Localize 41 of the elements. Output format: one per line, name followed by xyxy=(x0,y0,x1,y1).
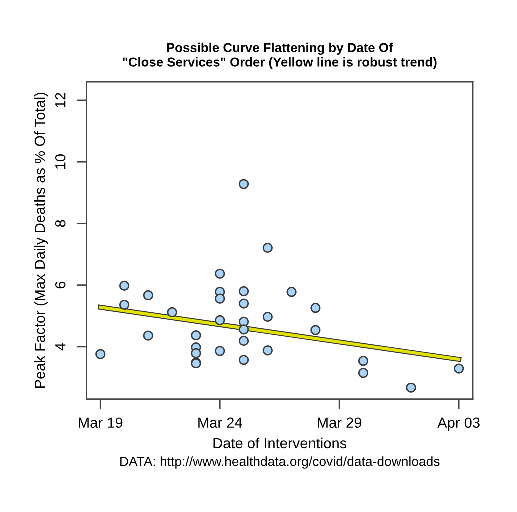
point xyxy=(215,268,226,280)
x-axis-title: Date of Interventions xyxy=(214,438,347,449)
point xyxy=(143,330,154,341)
point xyxy=(238,355,250,366)
y-axis-title: Peak Factor (Max Daily Deaths as % Of Total) xyxy=(34,92,48,388)
point xyxy=(238,324,250,335)
x-tick-label: Apr 03 xyxy=(438,418,480,431)
y-tick-label: 8 xyxy=(55,220,66,228)
point xyxy=(358,356,369,366)
x-tick-label: Mar 29 xyxy=(318,418,362,428)
point xyxy=(215,294,226,304)
point xyxy=(310,325,321,336)
point xyxy=(238,336,250,346)
point xyxy=(191,348,202,358)
point xyxy=(238,286,250,297)
point xyxy=(262,346,273,356)
point xyxy=(310,303,321,314)
point xyxy=(238,179,250,190)
y-tick-label: 10 xyxy=(55,154,66,170)
point xyxy=(119,300,130,310)
point xyxy=(286,287,297,298)
point xyxy=(167,307,178,318)
chart-title: Possible Curve Flattening by Date Of "Close Services" Order (Yellow line is robust trend) xyxy=(123,42,437,70)
point xyxy=(406,382,416,393)
point xyxy=(262,312,273,322)
point xyxy=(454,364,464,374)
point xyxy=(191,330,202,341)
point xyxy=(215,315,226,326)
point xyxy=(143,290,154,301)
x-tick-label: Mar 19 xyxy=(79,418,123,428)
point xyxy=(238,298,250,309)
point xyxy=(262,242,273,254)
x-tick-label: Mar 24 xyxy=(198,418,242,428)
point xyxy=(215,346,226,356)
y-tick-label: 12 xyxy=(55,93,66,108)
point xyxy=(96,349,106,360)
point xyxy=(119,280,130,292)
point xyxy=(358,368,369,378)
text: DATA: http://www.healthdata.org/covid/data-downloads xyxy=(120,456,440,469)
y-tick-label: 6 xyxy=(55,282,66,289)
y-tick-label: 4 xyxy=(56,343,66,351)
